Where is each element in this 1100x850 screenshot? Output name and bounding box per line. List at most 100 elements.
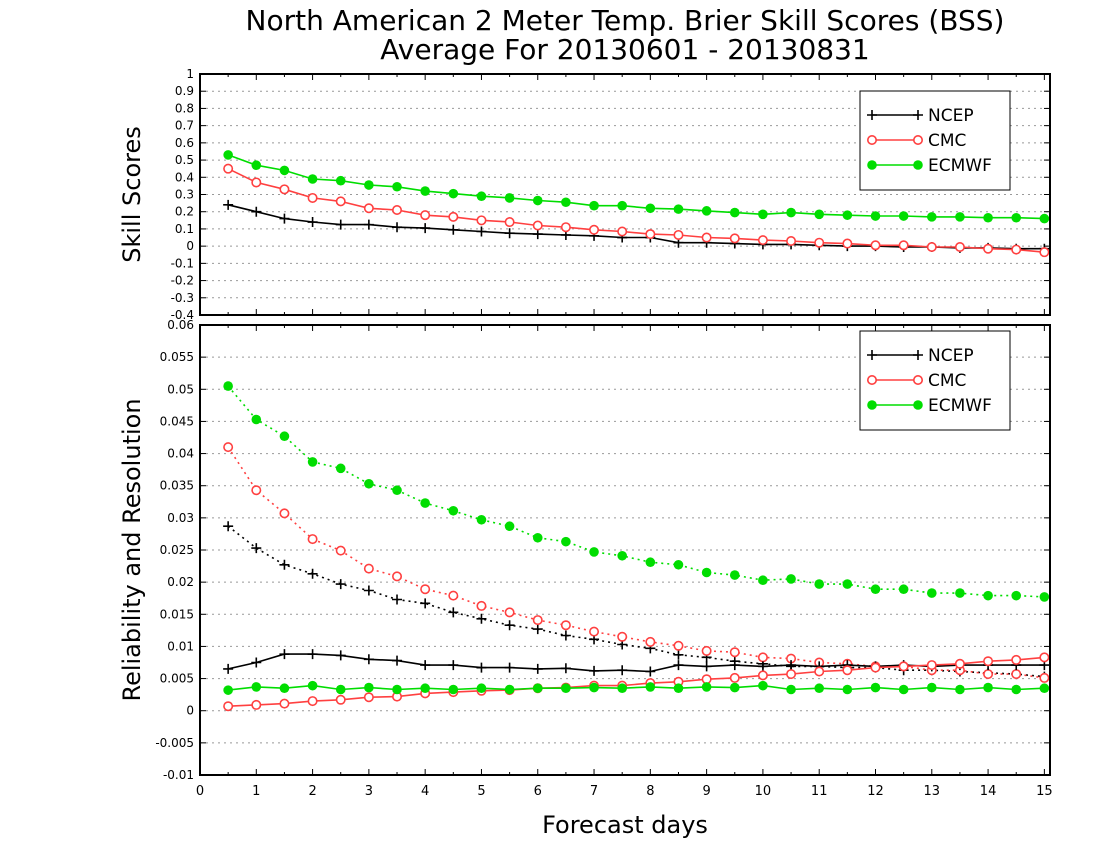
data-point — [814, 209, 825, 220]
x-tick-label: 10 — [755, 784, 772, 799]
data-point — [757, 235, 768, 246]
data-point — [757, 670, 768, 681]
legend-label: ECMWF — [928, 156, 992, 176]
data-point — [758, 209, 768, 220]
data-point — [701, 661, 712, 672]
data-point — [926, 242, 937, 253]
data-point — [251, 657, 262, 668]
legend-label: CMC — [928, 131, 966, 151]
legend-marker — [867, 160, 877, 170]
data-point — [476, 514, 487, 525]
data-point — [504, 228, 515, 239]
data-point — [645, 229, 656, 240]
y-tick-label: 0.055 — [160, 350, 194, 364]
data-point — [307, 534, 318, 545]
data-point — [448, 590, 459, 601]
data-point — [589, 665, 600, 676]
data-point — [279, 683, 290, 694]
data-point — [335, 219, 346, 230]
data-point — [729, 233, 740, 244]
data-point — [617, 550, 627, 561]
data-point — [673, 660, 684, 671]
data-point — [926, 588, 937, 598]
data-point — [983, 243, 994, 254]
data-point — [223, 150, 233, 160]
y-tick-label: 0.035 — [160, 479, 194, 493]
data-point — [673, 649, 684, 660]
data-point — [673, 683, 684, 694]
data-point — [476, 191, 487, 202]
data-point — [701, 567, 712, 578]
data-point — [420, 210, 431, 221]
data-point — [448, 224, 459, 235]
data-point — [786, 660, 797, 671]
y-tick-label: 0 — [186, 704, 194, 718]
chart-title-line2: Average For 20130601 - 20130831 — [380, 33, 869, 66]
data-point — [279, 184, 290, 195]
data-point — [476, 613, 487, 624]
data-point — [335, 175, 346, 186]
data-point — [448, 211, 459, 222]
data-point — [223, 442, 234, 453]
data-point — [1039, 672, 1050, 683]
data-point — [532, 615, 543, 626]
data-point — [335, 463, 346, 474]
data-point — [307, 174, 318, 184]
data-point — [560, 663, 571, 674]
data-point — [223, 381, 233, 391]
data-point — [307, 680, 318, 691]
y-tick-label: 0.005 — [160, 672, 194, 686]
x-axis-title: Forecast days — [542, 811, 708, 839]
data-point — [729, 647, 740, 658]
data-point — [504, 607, 515, 618]
data-point — [1011, 244, 1022, 255]
data-point — [364, 682, 374, 693]
data-point — [898, 211, 909, 221]
y-tick-label: 0.7 — [175, 119, 194, 133]
legend-marker — [866, 374, 877, 385]
legend-marker — [913, 160, 923, 170]
legend: NCEP CMC ECMWF — [859, 90, 1011, 191]
data-point — [561, 683, 571, 694]
y-tick-label: 0.3 — [175, 188, 194, 202]
data-point — [279, 649, 290, 660]
data-point — [504, 521, 515, 532]
data-point — [420, 186, 430, 196]
y-tick-label: 0.5 — [175, 153, 194, 167]
data-point — [983, 669, 994, 680]
y-axis-title-bottom: Reliability and Resolution — [118, 398, 146, 701]
x-tick-label: 15 — [1036, 784, 1053, 799]
legend-marker — [912, 135, 923, 146]
data-point — [898, 684, 909, 695]
data-point — [1039, 247, 1050, 258]
data-point — [729, 682, 740, 693]
y-tick-label: -0.2 — [171, 274, 194, 288]
data-point — [589, 224, 600, 235]
data-point — [617, 665, 628, 676]
data-point — [814, 666, 825, 677]
data-point — [729, 207, 740, 218]
data-point — [279, 213, 290, 224]
chart-title-line1: North American 2 Meter Temp. Brier Skill… — [246, 4, 1005, 37]
top-panel-skill-scores: -0.4 -0.3 -0.2 -0.1 0 0.1 0.2 0.3 0.4 0.5 0.6 0.7 0.… — [171, 67, 1051, 322]
data-point — [532, 663, 543, 674]
data-point — [617, 226, 628, 237]
data-point — [701, 206, 712, 216]
data-point — [532, 220, 543, 231]
data-point — [223, 521, 234, 532]
data-point — [560, 630, 571, 641]
data-point — [448, 684, 459, 695]
y-tick-label: 0.05 — [167, 382, 194, 396]
data-point — [420, 683, 430, 694]
data-point — [363, 219, 374, 230]
y-tick-label: 0.025 — [160, 543, 194, 557]
data-point — [870, 240, 881, 251]
y-tick-label: 0.9 — [175, 84, 194, 98]
data-point — [645, 666, 656, 677]
y-tick-label: 0.045 — [160, 414, 194, 428]
y-tick-label: -0.005 — [155, 736, 194, 750]
data-point — [307, 568, 318, 579]
data-point — [701, 645, 712, 656]
legend-marker — [912, 374, 923, 385]
data-point — [729, 660, 740, 671]
